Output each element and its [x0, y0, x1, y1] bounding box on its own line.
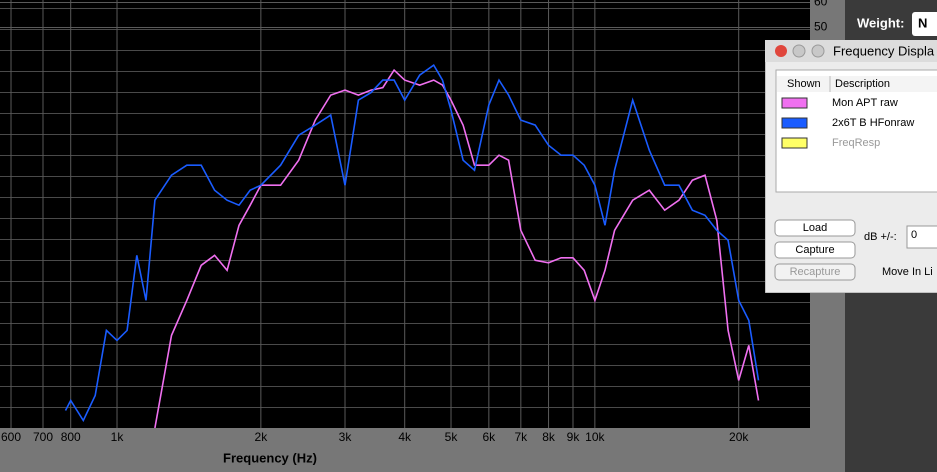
legend-label: 2x6T B HFonraw	[832, 117, 914, 129]
weight-value[interactable]: N	[918, 15, 927, 30]
series-line	[64, 63, 760, 423]
weight-label: Weight:	[857, 15, 904, 30]
x-tick-label: 5k	[445, 430, 459, 444]
x-tick-label: 3k	[339, 430, 353, 444]
panel-title: Frequency Displa	[833, 43, 935, 58]
button-label: Recapture	[790, 266, 841, 278]
db-value[interactable]: 0	[911, 229, 917, 241]
x-tick-label: 800	[61, 430, 81, 444]
column-header: Description	[835, 78, 890, 90]
button-label[interactable]: Load	[803, 222, 827, 234]
close-button[interactable]	[775, 45, 787, 57]
x-tick-label: 1k	[111, 430, 125, 444]
column-header: Shown	[787, 78, 821, 90]
legend-swatch[interactable]	[781, 117, 808, 129]
x-axis-label: Frequency (Hz)	[223, 450, 317, 465]
x-axis-strip	[0, 428, 845, 472]
legend-label: Mon APT raw	[832, 97, 898, 109]
panel: Frequency Displa Shown Description Mon A…	[765, 40, 937, 293]
zoom-button[interactable]	[811, 44, 825, 58]
x-tick-label: 6k	[483, 430, 497, 444]
x-tick-label: 8k	[542, 430, 556, 444]
legend-swatch[interactable]	[781, 97, 808, 109]
button[interactable]	[774, 241, 856, 259]
legend-label: FreqResp	[832, 137, 880, 149]
db-label: dB +/-:	[864, 231, 897, 243]
button[interactable]	[774, 219, 856, 237]
y-tick-label: 50	[814, 20, 828, 34]
series-line	[154, 68, 760, 428]
x-tick-label: 700	[33, 430, 53, 444]
x-tick-label: 2k	[255, 430, 269, 444]
panel-titlebar	[765, 40, 937, 62]
move-label: Move In Li	[882, 266, 933, 278]
y-tick-label: 60	[814, 0, 828, 9]
x-tick-label: 600	[1, 430, 21, 444]
db-input[interactable]	[906, 225, 937, 249]
weight-dropdown[interactable]	[912, 12, 937, 36]
x-tick-label: 4k	[398, 430, 412, 444]
x-tick-label: 20k	[729, 430, 749, 444]
button-label[interactable]: Capture	[795, 244, 834, 256]
x-tick-label: 10k	[585, 430, 605, 444]
minimize-button[interactable]	[792, 44, 806, 58]
x-tick-label: 9k	[567, 430, 581, 444]
button	[774, 263, 856, 281]
legend-swatch[interactable]	[781, 137, 808, 149]
x-tick-label: 7k	[514, 430, 528, 444]
list-header	[777, 76, 937, 92]
